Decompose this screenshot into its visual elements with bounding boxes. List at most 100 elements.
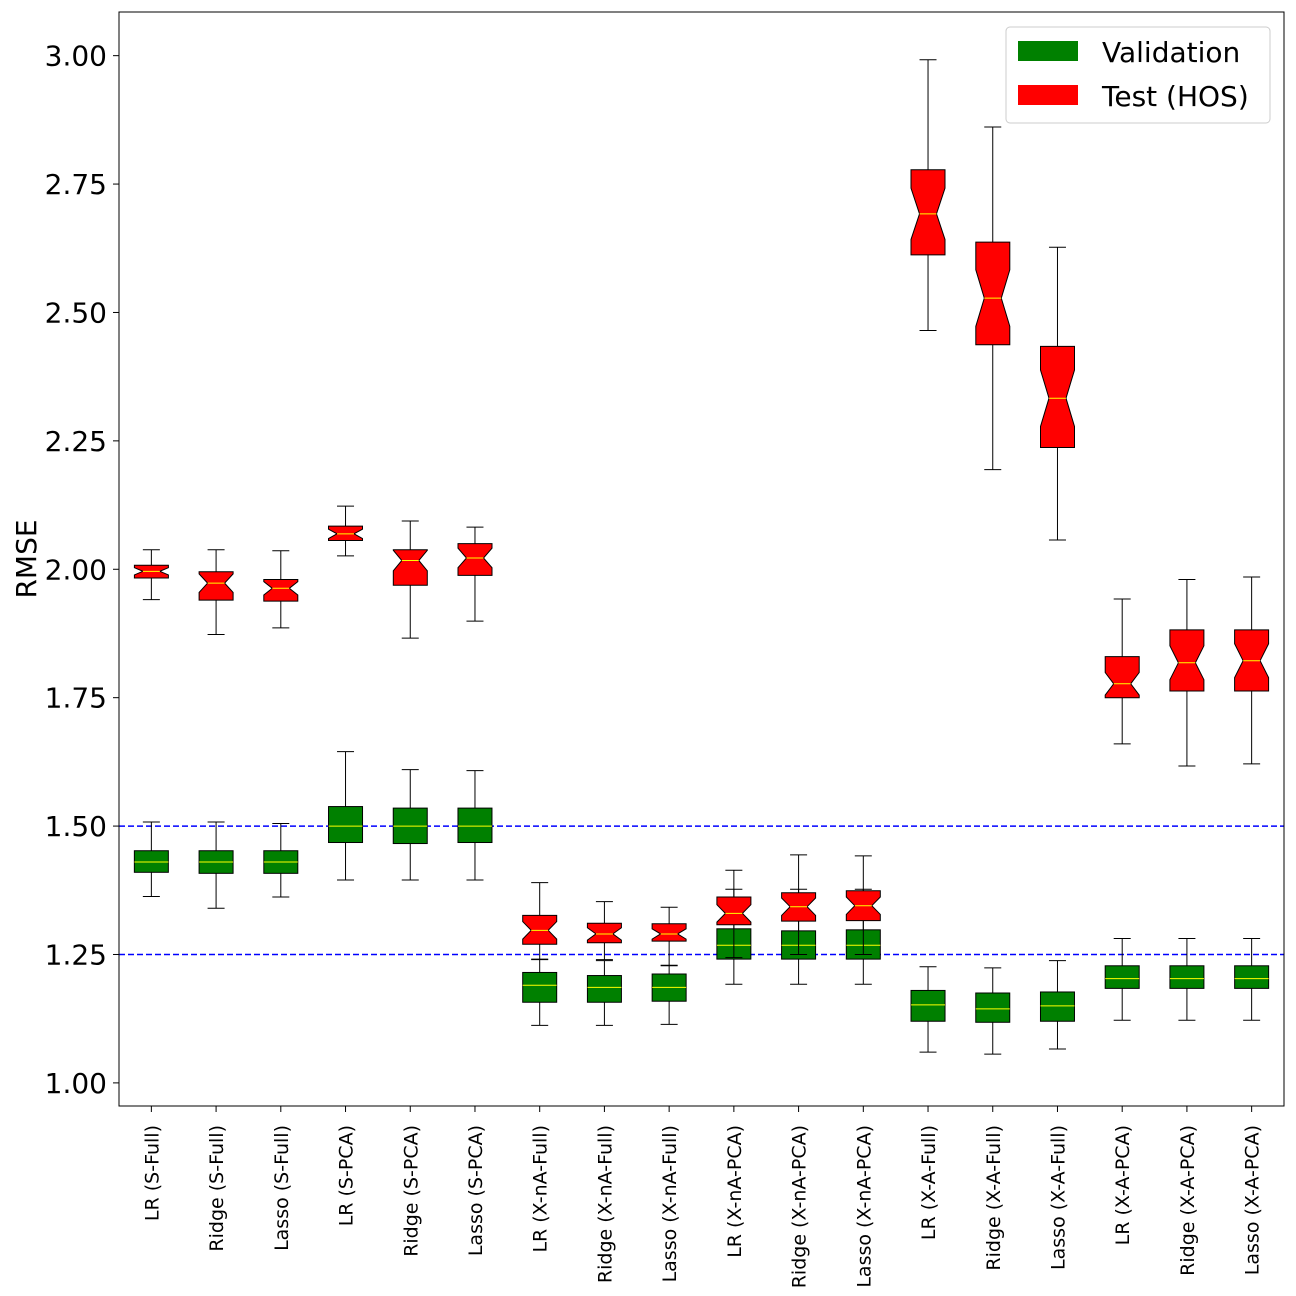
y-axis: 1.00 1.25 1.50 1.75 2.00 2.25 2.50 2.75 3.00 [45,40,119,1100]
box [1039,991,1075,1022]
box-mark [263,550,299,629]
notched-box [198,571,234,601]
box-mark [651,965,687,1025]
notched-box [263,579,299,602]
y-tick-label: 1.50 [45,810,107,843]
notched-box [586,922,622,944]
notched-box [910,169,946,256]
box-mark [392,769,428,881]
box-mark [586,901,622,961]
box [1234,965,1270,989]
y-tick-label: 2.00 [45,553,107,586]
reference-lines [119,825,1284,956]
notched-box [651,923,687,942]
box-mark [328,751,364,881]
x-tick-label: Ridge (X-A-PCA) [1177,1125,1199,1276]
notched-box [328,525,363,541]
box [328,806,364,844]
notched-box [1169,629,1205,692]
legend: Validation Test (HOS) [1005,26,1271,124]
notched-box [975,241,1011,346]
x-tick-label: LR (X-A-PCA) [1112,1125,1134,1245]
notched-box [457,543,493,576]
box [910,989,946,1022]
box [975,992,1011,1023]
x-tick-label: Ridge (X-A-Full) [983,1125,1005,1271]
box [1104,965,1140,989]
legend-swatch [1018,85,1078,105]
box [133,850,169,873]
box [522,971,558,1003]
x-tick-label: LR (X-nA-PCA) [724,1125,746,1258]
plot-frame [118,11,1285,1107]
y-tick-label: 2.25 [45,425,107,458]
box-mark [781,854,817,955]
series-group [133,751,1270,1055]
y-tick-label: 3.00 [45,40,107,73]
x-tick-label: Ridge (X-nA-PCA) [789,1125,811,1288]
box-mark [198,549,234,636]
x-tick-label: Lasso (X-nA-PCA) [853,1125,875,1288]
box-mark [1234,938,1270,1021]
y-tick-label: 1.75 [45,682,107,715]
box-mark [1104,938,1140,1021]
x-tick-label: Ridge (S-PCA) [400,1125,422,1257]
x-tick-label: Ridge (S-Full) [206,1125,228,1252]
box-mark [1169,938,1205,1021]
notched-box [522,914,558,945]
box-mark [263,823,299,898]
box-mark [457,526,493,622]
box-mark [586,960,622,1026]
box-mark [522,959,558,1026]
y-tick-label: 2.75 [45,168,107,201]
box-mark [975,967,1011,1055]
legend-swatch [1018,41,1078,61]
box-mark [845,855,881,955]
box [457,807,493,844]
legend-label: Validation [1102,36,1240,69]
x-tick-label: Lasso (S-PCA) [465,1125,487,1256]
x-tick-label: LR (X-A-Full) [918,1125,940,1240]
box-mark [328,505,363,557]
x-tick-label: LR (S-PCA) [336,1125,358,1226]
notched-box [1104,656,1140,699]
x-axis: LR (S-Full) Ridge (S-Full) Lasso (S-Full) L… [141,1106,1264,1288]
box-mark [522,882,558,960]
series-group [133,59,1270,966]
x-tick-label: LR (X-nA-Full) [530,1125,552,1253]
box [586,975,622,1003]
box-mark [392,520,428,639]
box-mark [1039,960,1075,1050]
legend-label: Test (HOS) [1101,80,1249,113]
box-mark [1234,576,1270,765]
x-tick-label: LR (S-Full) [141,1125,163,1221]
box [1169,965,1205,989]
notched-box [716,896,752,926]
x-tick-label: Lasso (X-A-PCA) [1242,1125,1264,1275]
box-mark [133,821,169,897]
box-mark [1040,246,1075,541]
box-mark [716,869,752,959]
notched-box [1040,345,1075,448]
x-tick-label: Lasso (S-Full) [271,1125,293,1251]
y-tick-label: 1.25 [45,938,107,971]
box-mark [198,821,234,909]
x-tick-label: Ridge (X-nA-Full) [594,1125,616,1283]
box-mark [651,906,687,966]
box-mark [910,966,946,1053]
box-mark [910,59,946,331]
x-tick-label: Lasso (X-nA-Full) [659,1125,681,1282]
y-tick-label: 1.00 [45,1067,107,1100]
x-tick-label: Lasso (X-A-Full) [1047,1125,1069,1270]
y-tick-label: 2.50 [45,296,107,329]
box-mark [133,549,169,601]
notched-box [392,549,428,586]
box-mark [975,126,1011,471]
box-mark [457,770,493,881]
box-mark [1104,598,1140,745]
y-axis-label: RMSE [10,519,43,598]
box-mark [1169,579,1205,767]
box-series [133,59,1270,1055]
